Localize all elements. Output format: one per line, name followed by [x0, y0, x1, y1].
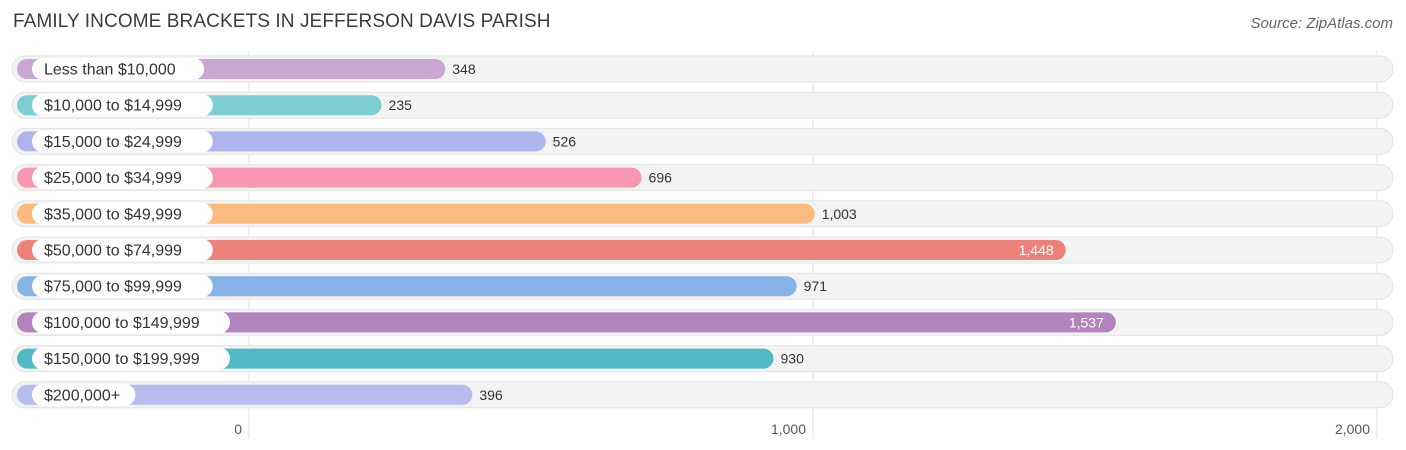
category-label: Less than $10,000 — [44, 62, 176, 79]
value-label: 526 — [553, 133, 577, 149]
value-label: 1,448 — [1019, 242, 1054, 258]
bar — [17, 203, 815, 224]
value-label: 348 — [452, 61, 476, 77]
category-pill — [32, 311, 230, 334]
category-pill — [32, 275, 213, 298]
bar — [17, 276, 797, 297]
tick-label: 2,000 — [1335, 421, 1370, 437]
category-pill — [32, 383, 136, 406]
value-label: 696 — [649, 170, 673, 186]
category-label: $100,000 to $149,999 — [44, 315, 200, 332]
category-pill — [32, 130, 213, 153]
category-label: $150,000 to $199,999 — [44, 351, 200, 368]
category-label: $200,000+ — [44, 387, 120, 404]
category-label: $50,000 to $74,999 — [44, 243, 182, 260]
category-pill — [32, 166, 213, 189]
value-label: 396 — [479, 387, 503, 403]
value-label: 930 — [781, 351, 805, 367]
category-label: $75,000 to $99,999 — [44, 279, 182, 296]
tick-label: 1,000 — [771, 421, 806, 437]
category-pill — [32, 94, 213, 117]
source-credit: Source: ZipAtlas.com — [1250, 15, 1393, 32]
bar — [17, 240, 1066, 260]
category-pill — [32, 202, 213, 225]
bar — [17, 312, 1116, 333]
category-label: $35,000 to $49,999 — [44, 206, 182, 223]
tick-label: 0 — [234, 421, 242, 437]
value-label: 1,537 — [1069, 314, 1104, 330]
value-label: 971 — [804, 278, 828, 294]
chart-title: FAMILY INCOME BRACKETS IN JEFFERSON DAVI… — [13, 11, 551, 32]
category-pill — [32, 239, 213, 261]
value-label: 235 — [389, 97, 413, 113]
category-label: $10,000 to $14,999 — [44, 98, 182, 115]
category-pill — [32, 58, 205, 80]
category-pill — [32, 347, 230, 370]
category-label: $25,000 to $34,999 — [44, 170, 182, 187]
category-label: $15,000 to $24,999 — [44, 134, 182, 151]
value-label: 1,003 — [822, 206, 857, 222]
